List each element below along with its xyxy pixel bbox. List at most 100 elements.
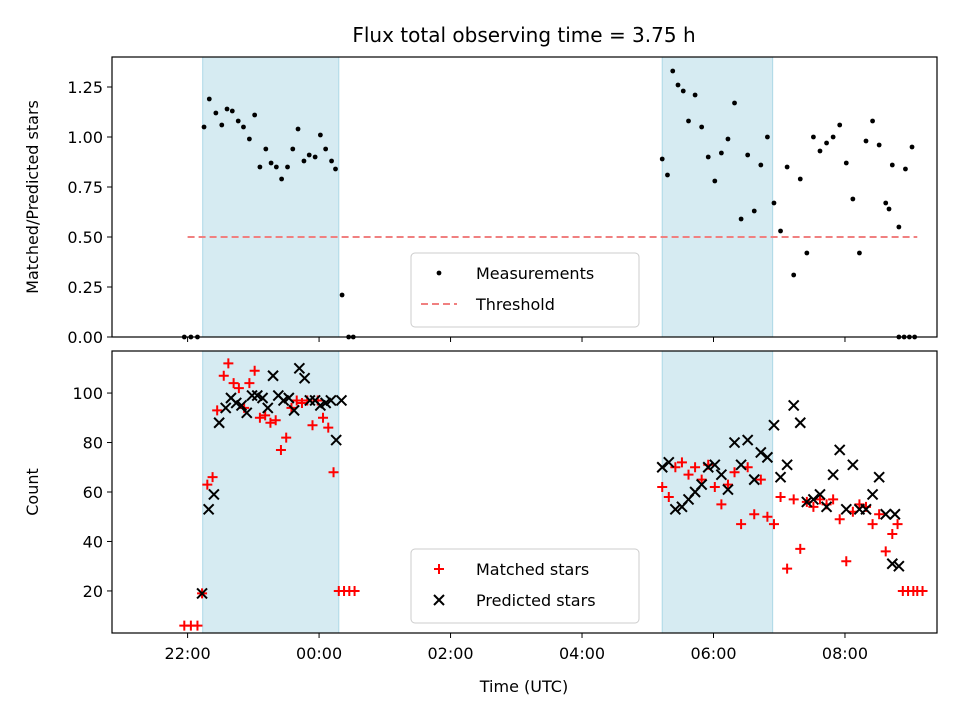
data-point	[212, 405, 223, 416]
data-point	[665, 172, 670, 178]
data-point	[206, 96, 212, 102]
data-point	[223, 358, 234, 369]
data-point	[669, 503, 682, 516]
data-point	[834, 444, 846, 456]
y-tick-label: 0.00	[67, 328, 103, 347]
data-point	[323, 422, 334, 433]
series-matched-stars	[179, 358, 928, 631]
data-point	[288, 404, 300, 417]
data-point	[880, 508, 892, 520]
data-point	[306, 152, 312, 158]
data-point	[263, 146, 269, 152]
data-point	[295, 126, 301, 132]
data-point	[886, 558, 899, 570]
y-tick-label: 0.50	[67, 228, 103, 247]
data-point	[722, 479, 733, 490]
data-point	[683, 469, 694, 480]
data-point	[312, 154, 318, 160]
data-point	[718, 150, 724, 156]
observing-window-1	[661, 56, 774, 338]
data-point	[735, 459, 747, 471]
series-measurements	[181, 68, 918, 340]
data-point	[339, 292, 345, 298]
data-point	[788, 494, 799, 505]
data-point	[656, 461, 668, 473]
data-point	[728, 436, 741, 449]
data-point	[874, 509, 885, 520]
data-point	[841, 556, 852, 567]
data-point	[202, 479, 213, 490]
chart-title: Flux total observing time = 3.75 h	[352, 23, 695, 47]
data-point	[847, 459, 859, 471]
legend-label: Measurements	[476, 264, 594, 283]
data-point	[325, 394, 337, 407]
data-point	[267, 370, 279, 382]
data-point	[715, 468, 728, 481]
data-point	[867, 519, 878, 530]
ratio-panel: 0.00 0.25 0.50 0.75 1.00 1.25 Matched/Predicte…	[23, 56, 938, 347]
y-axis-label: Count	[23, 468, 42, 516]
data-point	[228, 378, 239, 389]
data-point	[670, 462, 681, 473]
data-point	[909, 144, 915, 150]
y-tick-label: 1.25	[67, 78, 103, 97]
data-point	[749, 509, 760, 520]
data-point	[758, 162, 764, 168]
data-point	[863, 138, 869, 144]
data-point	[690, 462, 701, 473]
data-point	[696, 474, 707, 485]
x-tick-label: 08:00	[822, 644, 868, 663]
data-point	[824, 140, 829, 146]
data-point	[903, 166, 908, 172]
count-panel: 22:00 00:00 02:00 04:00 06:00 08:00 20 40 60 80 10…	[23, 350, 938, 663]
y-tick-label: 100	[72, 384, 103, 403]
series-predicted-stars	[196, 362, 905, 600]
data-point	[262, 402, 274, 414]
y-tick-label: 40	[83, 532, 103, 551]
data-point	[781, 459, 793, 471]
data-point	[317, 132, 323, 138]
data-point	[738, 216, 744, 222]
x-tick-label: 00:00	[296, 644, 342, 663]
data-point	[692, 92, 698, 98]
data-point	[837, 122, 843, 128]
data-point	[208, 488, 220, 501]
observing-window-0	[202, 350, 340, 634]
y-tick-label: 20	[83, 582, 103, 601]
data-point	[709, 459, 721, 471]
data-point	[873, 471, 885, 483]
data-point	[794, 417, 806, 429]
data-point	[768, 519, 779, 530]
data-point	[886, 206, 892, 212]
data-point	[686, 118, 691, 124]
x-axis-label: Time (UTC)	[479, 677, 568, 696]
legend-box	[410, 252, 640, 328]
data-point	[834, 514, 845, 525]
y-tick-label: 60	[83, 483, 103, 502]
data-point	[220, 402, 232, 414]
data-point	[663, 491, 674, 502]
data-point	[755, 474, 766, 485]
data-point	[265, 417, 276, 428]
data-point	[827, 468, 839, 481]
data-point	[675, 82, 681, 88]
data-point	[857, 250, 862, 256]
data-point	[201, 124, 207, 130]
data-point	[196, 587, 208, 600]
data-point	[699, 124, 705, 130]
legend-swatch	[433, 594, 445, 606]
data-point	[729, 467, 740, 478]
data-point	[854, 499, 865, 510]
data-point	[889, 508, 901, 520]
y-tick-label: 0.75	[67, 178, 103, 197]
data-point	[257, 164, 263, 170]
data-point	[876, 142, 882, 148]
y-tick-label: 0.25	[67, 278, 103, 297]
data-point	[702, 461, 714, 473]
legend: Measurements Threshold	[410, 252, 640, 328]
data-point	[252, 112, 258, 118]
data-point	[279, 176, 285, 182]
data-point	[235, 118, 241, 124]
axes-frame	[111, 56, 938, 338]
data-point	[241, 124, 246, 130]
